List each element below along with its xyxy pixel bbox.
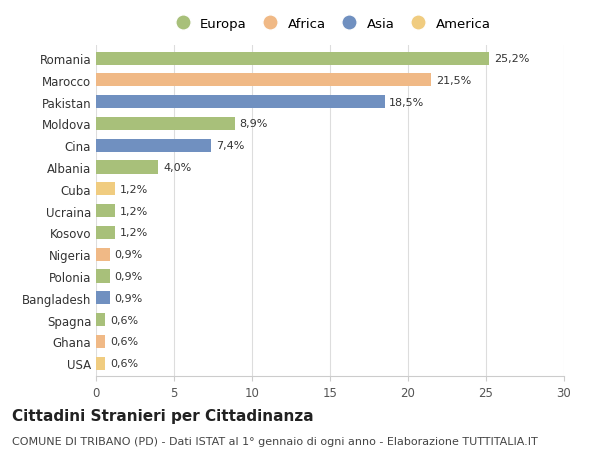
Text: 0,6%: 0,6%: [110, 315, 138, 325]
Text: Cittadini Stranieri per Cittadinanza: Cittadini Stranieri per Cittadinanza: [12, 409, 314, 424]
Bar: [96, 226, 115, 240]
Text: 0,9%: 0,9%: [115, 293, 143, 303]
Bar: [96, 313, 106, 326]
Text: 21,5%: 21,5%: [436, 76, 472, 86]
Text: COMUNE DI TRIBANO (PD) - Dati ISTAT al 1° gennaio di ogni anno - Elaborazione TU: COMUNE DI TRIBANO (PD) - Dati ISTAT al 1…: [12, 436, 538, 446]
Bar: [96, 52, 489, 66]
Bar: [96, 140, 211, 152]
Bar: [96, 74, 431, 87]
Bar: [96, 96, 385, 109]
Text: 7,4%: 7,4%: [216, 141, 244, 151]
Text: 0,6%: 0,6%: [110, 336, 138, 347]
Bar: [96, 270, 110, 283]
Text: 0,9%: 0,9%: [115, 271, 143, 281]
Bar: [96, 183, 115, 196]
Text: 4,0%: 4,0%: [163, 162, 191, 173]
Legend: Europa, Africa, Asia, America: Europa, Africa, Asia, America: [164, 12, 496, 36]
Text: 0,9%: 0,9%: [115, 250, 143, 260]
Bar: [96, 118, 235, 131]
Bar: [96, 161, 158, 174]
Text: 1,2%: 1,2%: [119, 185, 148, 195]
Text: 0,6%: 0,6%: [110, 358, 138, 368]
Text: 8,9%: 8,9%: [239, 119, 268, 129]
Text: 1,2%: 1,2%: [119, 228, 148, 238]
Bar: [96, 205, 115, 218]
Bar: [96, 248, 110, 261]
Text: 18,5%: 18,5%: [389, 97, 425, 107]
Text: 1,2%: 1,2%: [119, 206, 148, 216]
Bar: [96, 291, 110, 305]
Bar: [96, 357, 106, 370]
Bar: [96, 335, 106, 348]
Text: 25,2%: 25,2%: [494, 54, 529, 64]
